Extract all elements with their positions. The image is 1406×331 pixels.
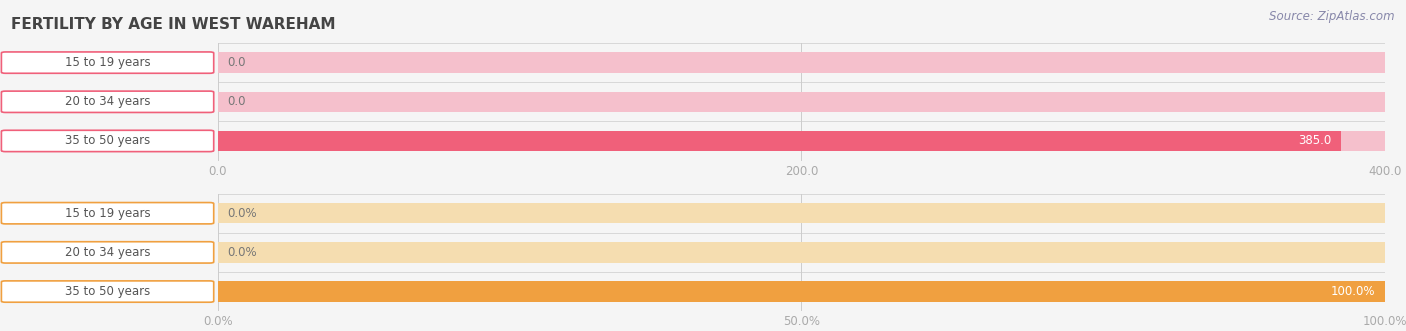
Bar bbox=[218, 281, 1385, 302]
Text: 15 to 19 years: 15 to 19 years bbox=[65, 207, 150, 220]
Text: 15 to 19 years: 15 to 19 years bbox=[65, 56, 150, 69]
Bar bbox=[218, 131, 1341, 151]
Text: 100.0%: 100.0% bbox=[1331, 285, 1375, 298]
Text: FERTILITY BY AGE IN WEST WAREHAM: FERTILITY BY AGE IN WEST WAREHAM bbox=[11, 17, 336, 31]
Text: 35 to 50 years: 35 to 50 years bbox=[65, 285, 150, 298]
Text: 0.0: 0.0 bbox=[228, 56, 246, 69]
Text: 0.0: 0.0 bbox=[228, 95, 246, 108]
Text: 0.0%: 0.0% bbox=[228, 246, 257, 259]
Text: Source: ZipAtlas.com: Source: ZipAtlas.com bbox=[1270, 10, 1395, 23]
Text: 20 to 34 years: 20 to 34 years bbox=[65, 95, 150, 108]
Bar bbox=[218, 281, 1385, 302]
Bar bbox=[218, 203, 1385, 223]
Text: 35 to 50 years: 35 to 50 years bbox=[65, 134, 150, 147]
Text: 385.0: 385.0 bbox=[1299, 134, 1331, 147]
Bar bbox=[218, 52, 1385, 73]
Bar bbox=[218, 131, 1385, 151]
Bar bbox=[218, 242, 1385, 262]
Text: 0.0%: 0.0% bbox=[228, 207, 257, 220]
Bar bbox=[218, 92, 1385, 112]
Text: 20 to 34 years: 20 to 34 years bbox=[65, 246, 150, 259]
